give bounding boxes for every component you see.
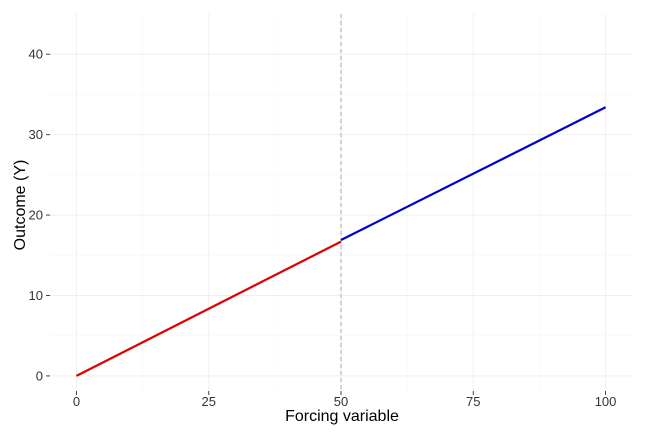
x-axis-title: Forcing variable [285,408,399,425]
x-tick-label: 75 [466,394,480,409]
series-line [75,240,342,377]
x-tick-label: 25 [201,394,215,409]
y-tick-label: 0 [36,368,43,383]
y-tick-label: 30 [29,127,43,142]
y-tick-label: 20 [29,208,43,223]
x-tick-label: 50 [334,394,348,409]
series-line [340,106,607,241]
y-axis: 0 10 20 30 40 [29,47,50,383]
x-tick-label: 0 [73,394,80,409]
y-axis-title: Outcome (Y) [12,160,29,251]
x-axis: 0 25 50 75 100 [73,391,617,409]
series-layer [75,106,607,377]
y-tick-label: 40 [29,47,43,62]
y-tick-label: 10 [29,288,43,303]
x-tick-label: 100 [595,394,617,409]
